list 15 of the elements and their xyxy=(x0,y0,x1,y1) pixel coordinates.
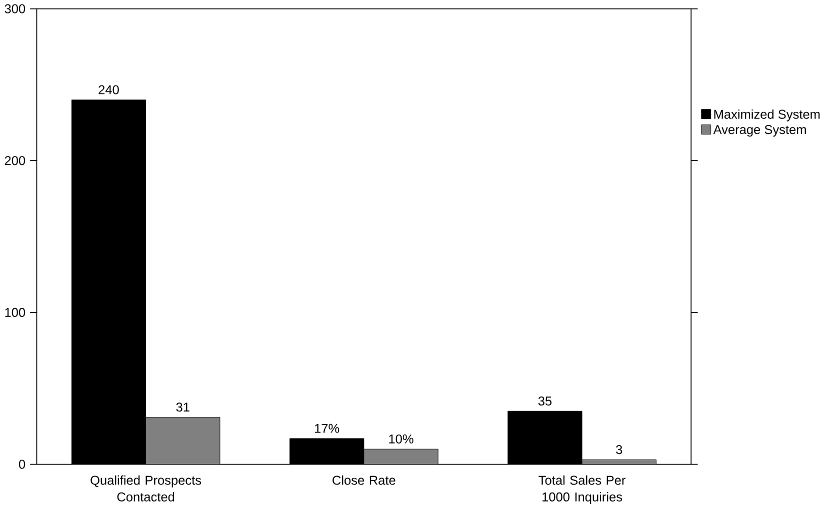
x-tick-label: Close Rate xyxy=(332,475,396,485)
x-tick-label: Total Sales Per 1000 Inquiries xyxy=(538,475,626,504)
legend-label: Maximized System xyxy=(714,109,820,122)
y-tick-label: 100 xyxy=(5,308,26,317)
data-label: 10% xyxy=(389,434,414,444)
data-label: 31 xyxy=(176,402,190,412)
data-label: 17% xyxy=(315,424,340,433)
data-label: 240 xyxy=(98,85,119,94)
data-label: 35 xyxy=(538,396,552,406)
y-tick-label: 0 xyxy=(18,460,26,469)
y-tick-label: 300 xyxy=(4,4,26,14)
x-tick-label: Qualified Prospects Contacted xyxy=(90,475,202,502)
legend-label: Average System xyxy=(713,124,806,136)
y-tick-label: 200 xyxy=(4,156,26,166)
data-label: 3 xyxy=(616,444,622,454)
